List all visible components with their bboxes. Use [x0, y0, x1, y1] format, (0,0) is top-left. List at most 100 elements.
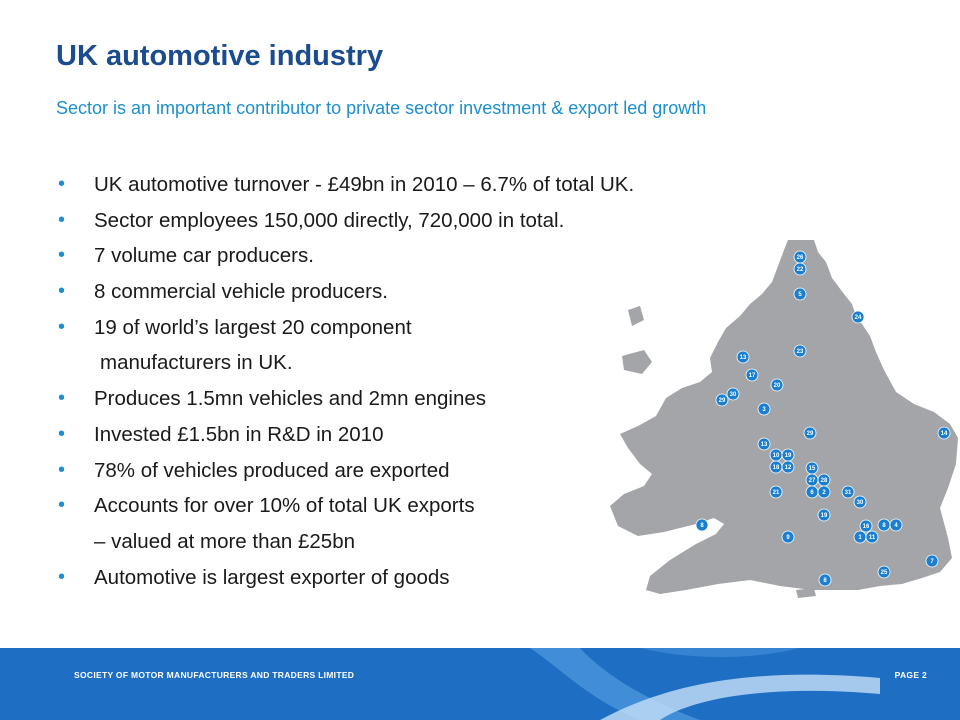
- bullet-dot: •: [58, 387, 66, 410]
- site-marker-label: 8: [823, 578, 827, 584]
- bullet-dot: •: [58, 244, 66, 267]
- site-marker-label: 20: [774, 383, 781, 389]
- site-marker: 8: [695, 518, 709, 532]
- site-marker-label: 13: [761, 442, 768, 448]
- site-marker-dot: [889, 518, 903, 532]
- site-marker-dot: [793, 262, 807, 276]
- slide-subtitle: Sector is an important contributor to pr…: [56, 98, 707, 118]
- site-marker-dot: [803, 426, 817, 440]
- site-marker-label: 6: [810, 490, 814, 496]
- bullet-item: • 19 of world’s largest 20 component: [58, 310, 618, 346]
- site-marker-label: 9: [786, 535, 790, 541]
- site-marker: 17: [745, 368, 759, 382]
- site-marker-label: 5: [798, 292, 802, 298]
- man-island: [628, 306, 644, 326]
- bullet-dot: •: [58, 280, 66, 303]
- bullet-text: 8 commercial vehicle producers.: [94, 280, 388, 304]
- site-marker-label: 28: [821, 478, 828, 484]
- site-marker-dot: [851, 310, 865, 324]
- bullet-text: 7 volume car producers.: [94, 244, 314, 268]
- site-marker: 8: [818, 573, 832, 587]
- bullet-item: • Automotive is largest exporter of good…: [58, 560, 618, 596]
- site-marker-dot: [818, 573, 832, 587]
- site-marker-dot: [781, 530, 795, 544]
- bullet-dot: •: [58, 208, 66, 231]
- site-marker: 30: [853, 495, 867, 509]
- site-marker-label: 15: [809, 466, 816, 472]
- bullet-dot: •: [58, 173, 66, 195]
- site-marker-label: 14: [941, 431, 948, 437]
- site-marker-label: 13: [740, 355, 747, 361]
- bullet-text: Invested £1.5bn in R&D in 2010: [94, 422, 384, 446]
- site-marker-label: 18: [773, 465, 780, 471]
- site-marker: 28: [817, 473, 831, 487]
- site-marker: 18: [769, 460, 783, 474]
- bullet-continuation: manufacturers in UK.: [58, 345, 618, 381]
- site-marker-label: 29: [719, 398, 726, 404]
- site-marker: 19: [781, 448, 795, 462]
- site-marker: 26: [793, 250, 807, 264]
- site-marker-dot: [695, 518, 709, 532]
- site-marker-dot: [925, 554, 939, 568]
- site-marker: 19: [817, 508, 831, 522]
- site-marker-label: 7: [930, 559, 934, 565]
- site-marker-dot: [877, 565, 891, 579]
- site-marker-label: 4: [894, 523, 898, 529]
- site-marker-label: 19: [785, 453, 792, 459]
- bullet-dot: •: [58, 315, 66, 338]
- site-marker: 31: [841, 485, 855, 499]
- bullet-item: • Produces 1.5mn vehicles and 2mn engine…: [58, 381, 618, 417]
- england-wales-landmass: [610, 240, 958, 594]
- bullet-text: Produces 1.5mn vehicles and 2mn engines: [94, 387, 487, 411]
- bullet-list: • UK automotive turnover - £49bn in 2010…: [58, 167, 634, 596]
- bullet-dot: •: [58, 494, 66, 517]
- site-marker: 29: [803, 426, 817, 440]
- site-marker-dot: [757, 437, 771, 451]
- site-marker: 14: [937, 426, 951, 440]
- bullet-item: • UK automotive turnover - £49bn in 2010…: [58, 167, 634, 203]
- site-marker-dot: [793, 287, 807, 301]
- site-marker-dot: [853, 495, 867, 509]
- site-marker: 24: [851, 310, 865, 324]
- site-marker-dot: [726, 387, 740, 401]
- site-marker: 12: [781, 460, 795, 474]
- site-marker-dot: [757, 402, 771, 416]
- site-marker: 9: [781, 530, 795, 544]
- footer-page-number: PAGE 2: [894, 670, 927, 680]
- wight-island: [796, 588, 816, 598]
- site-marker: 3: [757, 402, 771, 416]
- site-marker: 20: [770, 378, 784, 392]
- footer-company-name: SOCIETY OF MOTOR MANUFACTURERS AND TRADE…: [74, 670, 355, 680]
- bullet-dot: •: [58, 422, 66, 445]
- site-marker: 21: [769, 485, 783, 499]
- footer-bar: SOCIETY OF MOTOR MANUFACTURERS AND TRADE…: [0, 648, 960, 720]
- site-marker-dot: [937, 426, 951, 440]
- bullet-text: Accounts for over 10% of total UK export…: [94, 494, 475, 518]
- site-marker-label: 16: [863, 524, 870, 530]
- uk-map: 26 22 5 24 23 13 17 20 30 29 3 29 14 13 10 19 18 12 15 27 28…: [600, 238, 960, 598]
- site-marker-label: 21: [773, 490, 780, 496]
- anglesey-island: [622, 350, 652, 374]
- slide-title: UK automotive industry: [56, 40, 384, 72]
- site-marker: 29: [715, 393, 729, 407]
- site-marker: 13: [736, 350, 750, 364]
- site-marker-label: 30: [857, 500, 864, 506]
- site-marker-dot: [745, 368, 759, 382]
- site-marker: 6: [805, 485, 819, 499]
- site-marker: 10: [769, 448, 783, 462]
- bullet-item: • Accounts for over 10% of total UK expo…: [58, 488, 618, 524]
- bullet-item: • 7 volume car producers.: [58, 238, 618, 274]
- site-marker: 8: [877, 518, 891, 532]
- site-marker: 7: [925, 554, 939, 568]
- site-marker-label: 8: [882, 523, 886, 529]
- site-marker-dot: [865, 530, 879, 544]
- site-marker: 27: [805, 473, 819, 487]
- site-marker-label: 22: [797, 267, 804, 273]
- bullet-dot: •: [58, 458, 66, 481]
- site-marker-dot: [715, 393, 729, 407]
- site-marker-dot: [859, 519, 873, 533]
- site-marker-label: 12: [785, 465, 792, 471]
- site-marker: 4: [889, 518, 903, 532]
